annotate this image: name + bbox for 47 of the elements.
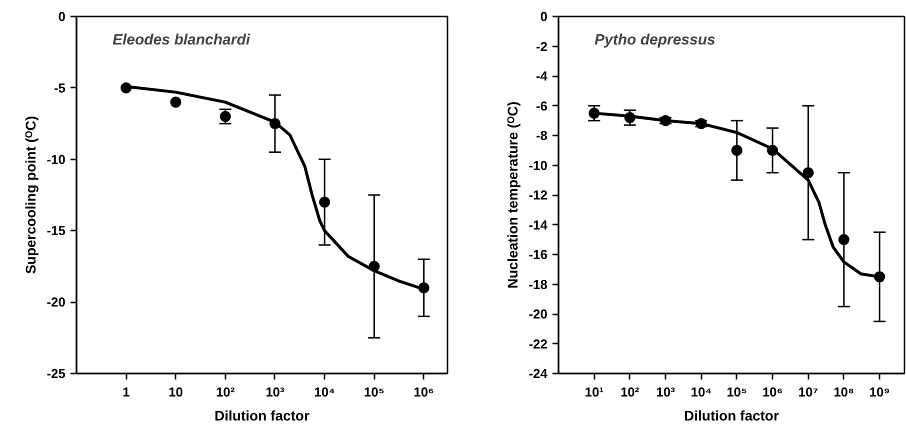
y-tick-label: 0 xyxy=(58,9,66,24)
y-tick-label: -20 xyxy=(528,306,548,322)
x-tick-label: 10⁵ xyxy=(364,384,385,400)
y-tick-label: -20 xyxy=(46,294,66,310)
x-tick-label: 10⁴ xyxy=(690,384,712,400)
x-tick-label: 10⁵ xyxy=(726,384,748,400)
y-tick-label: -24 xyxy=(528,366,548,381)
y-tick-label: -12 xyxy=(528,188,548,202)
x-tick-label: 10⁹ xyxy=(869,384,890,400)
y-tick-label: -10 xyxy=(528,158,548,173)
y-tick-label: -16 xyxy=(528,247,548,262)
y-tick-label: -14 xyxy=(528,217,548,232)
x-tick-label: 10³ xyxy=(266,384,286,400)
x-tick-label: 10³ xyxy=(656,384,676,400)
y-tick-label: -18 xyxy=(528,276,548,292)
x-axis-title: Dilution factor xyxy=(684,408,780,424)
x-tick-label: 10⁶ xyxy=(762,384,783,400)
x-tick-label: 10¹ xyxy=(584,384,604,400)
x-tick-label: 10 xyxy=(168,384,183,400)
annotation: Pytho depressus xyxy=(594,32,716,49)
y-tick-label: -2 xyxy=(536,38,548,54)
x-tick-label: 10⁷ xyxy=(798,384,818,400)
x-tick-label: 10⁸ xyxy=(834,384,854,400)
y-tick-label: -6 xyxy=(536,98,548,114)
y-tick-label: -5 xyxy=(54,80,66,96)
point xyxy=(838,234,850,246)
y-axis-title: Supercooling point (ᴼC) xyxy=(22,116,39,274)
x-tick-label: 10² xyxy=(216,384,236,400)
y-tick-label: -25 xyxy=(46,366,66,381)
y-tick-label: -22 xyxy=(528,336,548,352)
point xyxy=(170,96,182,108)
y-tick-label: -8 xyxy=(536,128,548,143)
point xyxy=(731,144,742,156)
y-tick-label: -15 xyxy=(46,223,66,238)
y-tick-label: 0 xyxy=(540,9,548,24)
point xyxy=(802,167,814,178)
y-tick-label: -10 xyxy=(46,152,66,167)
point xyxy=(319,196,330,208)
x-axis-title: Dilution factor xyxy=(214,408,310,424)
y-tick-label: -4 xyxy=(536,68,548,84)
x-tick-label: 10² xyxy=(620,384,640,400)
point xyxy=(220,110,231,122)
x-tick-label: 1 xyxy=(122,384,130,400)
annotation: Eleodes blanchardi xyxy=(112,32,251,49)
x-tick-label: 10⁶ xyxy=(414,384,434,400)
x-tick-label: 10⁴ xyxy=(314,384,336,400)
y-axis-title: Nucleation temperature (ᴼC) xyxy=(504,102,521,288)
